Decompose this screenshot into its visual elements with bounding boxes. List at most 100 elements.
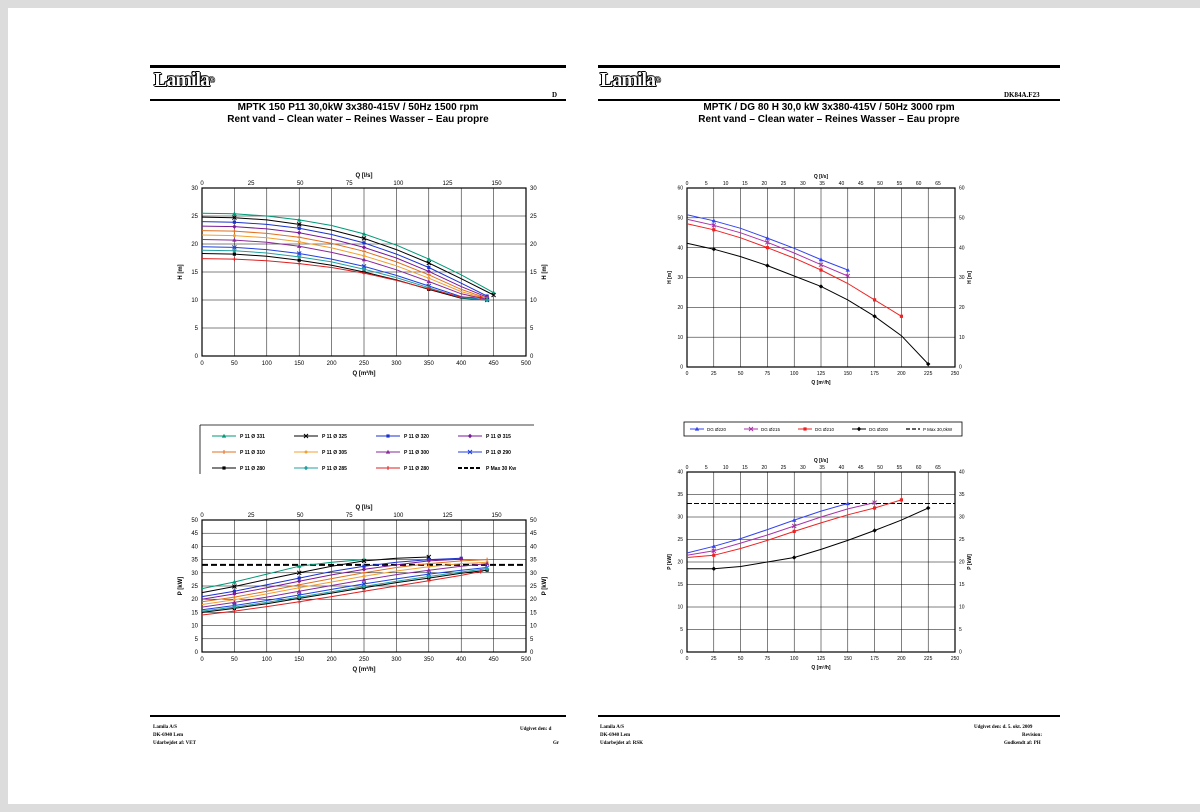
y2-tick-label: 40 [959, 245, 965, 251]
x2-tick-label: 0 [200, 181, 204, 187]
data-point [873, 506, 877, 510]
data-point [362, 241, 366, 245]
x2-tick-label: 40 [839, 465, 845, 471]
series-line [201, 246, 488, 301]
x-tick-label: 300 [391, 657, 402, 663]
data-point [303, 465, 309, 471]
x2-tick-label: 45 [858, 181, 864, 187]
data-point [304, 450, 308, 454]
x-tick-label: 450 [489, 361, 500, 367]
data-point [296, 222, 302, 227]
y-tick-label: 30 [677, 275, 683, 281]
data-point [362, 564, 366, 568]
x-tick-label: 50 [231, 361, 238, 367]
data-point [427, 265, 431, 270]
x2-tick-label: 125 [442, 513, 453, 519]
x-tick-label: 25 [711, 656, 717, 662]
data-point [297, 226, 301, 230]
y2-tick-label: 0 [530, 650, 534, 656]
x2-tick-label: 45 [858, 465, 864, 471]
series-line [201, 568, 488, 612]
y-tick-label: 35 [677, 492, 683, 498]
x2-tick-label: 50 [297, 181, 304, 187]
header-rule [598, 65, 1060, 68]
data-point [872, 528, 877, 533]
x2-axis-label: Q [l/s] [355, 173, 372, 179]
y-axis-label: H [m] [667, 271, 673, 284]
y2-tick-label: 30 [530, 571, 537, 577]
x-tick-label: 100 [790, 371, 799, 377]
x2-tick-label: 10 [723, 465, 729, 471]
y2-tick-label: 60 [959, 186, 965, 192]
data-point [712, 553, 716, 557]
footer-address: DK-6940 Lem [600, 733, 631, 738]
y-tick-label: 30 [191, 186, 198, 192]
data-point [361, 558, 367, 564]
data-point [362, 570, 366, 575]
data-point [361, 257, 367, 262]
series-line [201, 234, 488, 300]
data-point [792, 517, 797, 522]
y2-axis-label: H [m] [542, 264, 548, 279]
data-point [232, 584, 237, 589]
header-rule-2 [598, 99, 1060, 101]
x-axis-label: Q [m³/h] [811, 380, 830, 386]
y2-tick-label: 35 [530, 558, 537, 564]
plot-frame [686, 471, 956, 653]
y2-tick-label: 5 [530, 637, 534, 643]
data-point [872, 314, 877, 319]
series-line [201, 253, 488, 301]
company-logo: Lamila® [154, 69, 214, 91]
data-point [459, 556, 464, 562]
data-point [426, 286, 431, 291]
y-tick-label: 20 [677, 560, 683, 566]
x-tick-label: 0 [686, 371, 689, 377]
logo-text: Lamila [154, 69, 210, 91]
x-tick-label: 50 [738, 371, 744, 377]
doc-code: DK84A.F23 [1004, 91, 1040, 99]
x-tick-label: 75 [765, 656, 771, 662]
y-tick-label: 20 [677, 305, 683, 311]
page-subtitle: Rent vand – Clean water – Reines Wasser … [227, 114, 489, 125]
data-point [232, 604, 237, 610]
y2-tick-label: 15 [959, 582, 965, 588]
y2-tick-label: 5 [530, 326, 534, 332]
x2-tick-label: 15 [742, 181, 748, 187]
x2-tick-label: 55 [897, 181, 903, 187]
x-axis-label: Q [m³/h] [811, 665, 830, 671]
y2-tick-label: 0 [959, 650, 962, 656]
series-line [201, 212, 494, 294]
x-tick-label: 350 [424, 657, 435, 663]
y-tick-label: 25 [191, 584, 198, 590]
data-point [297, 594, 302, 600]
data-point [232, 591, 237, 597]
y-tick-label: 10 [677, 335, 683, 341]
footer-revision: Revision: [1022, 733, 1042, 738]
y2-tick-label: 10 [530, 298, 537, 304]
series-line [201, 230, 488, 299]
data-point [792, 555, 797, 560]
series-line [201, 239, 488, 300]
x-tick-label: 450 [489, 657, 500, 663]
page-subtitle: Rent vand – Clean water – Reines Wasser … [698, 114, 960, 125]
x-tick-label: 225 [924, 371, 933, 377]
x-tick-label: 300 [391, 361, 402, 367]
data-point [845, 501, 850, 506]
x-tick-label: 250 [951, 656, 960, 662]
data-point [478, 295, 483, 300]
legend-label: P Max 30 Kw [486, 466, 516, 472]
footer-address: DK-6940 Lem [153, 733, 184, 738]
data-point [222, 466, 226, 470]
y-tick-label: 10 [191, 298, 198, 304]
y2-tick-label: 25 [530, 584, 537, 590]
y2-tick-label: 15 [530, 610, 537, 616]
data-point [232, 234, 236, 238]
y2-tick-label: 50 [530, 518, 537, 524]
data-point [711, 218, 716, 223]
data-point [297, 588, 302, 593]
x2-tick-label: 50 [877, 181, 883, 187]
y2-tick-label: 30 [959, 515, 965, 521]
y-tick-label: 15 [191, 610, 198, 616]
y2-tick-label: 20 [959, 305, 965, 311]
x2-tick-label: 25 [248, 181, 255, 187]
